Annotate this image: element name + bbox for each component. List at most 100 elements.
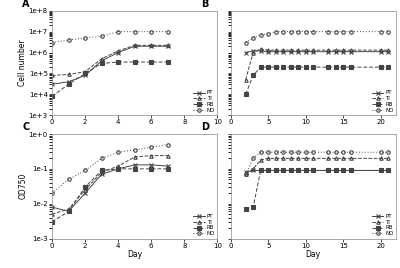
TI (378, 49, 383, 52)
RB (311, 169, 316, 172)
PT (251, 49, 256, 53)
NO (132, 148, 137, 151)
TI (266, 49, 271, 52)
RB (288, 169, 293, 172)
TI (266, 157, 271, 160)
PT (66, 80, 71, 83)
PT (326, 50, 331, 53)
TI (50, 74, 54, 77)
NO (83, 169, 88, 172)
RB (132, 61, 137, 64)
RB (288, 65, 293, 69)
RB (83, 72, 88, 75)
PT (341, 169, 346, 172)
TI (116, 49, 120, 53)
PT (132, 44, 137, 48)
TI (303, 49, 308, 52)
NO (165, 30, 170, 33)
NO (243, 173, 248, 176)
NO (303, 30, 308, 33)
Line: TI: TI (50, 44, 170, 77)
RB (281, 65, 286, 69)
PT (99, 59, 104, 62)
TI (99, 171, 104, 174)
NO (334, 30, 338, 33)
Legend: PT, TI, RB, NO: PT, TI, RB, NO (193, 213, 216, 237)
RB (66, 83, 71, 86)
X-axis label: Day: Day (127, 250, 142, 259)
Legend: PT, TI, RB, NO: PT, TI, RB, NO (372, 90, 394, 114)
TI (165, 44, 170, 47)
NO (66, 38, 71, 42)
Text: D: D (201, 122, 209, 132)
TI (296, 49, 301, 52)
TI (83, 70, 88, 73)
PT (50, 83, 54, 86)
RB (258, 65, 263, 69)
NO (266, 32, 271, 35)
RB (251, 206, 256, 209)
RB (273, 65, 278, 69)
PT (341, 50, 346, 53)
RB (116, 61, 120, 64)
PT (348, 169, 353, 172)
TI (132, 155, 137, 159)
NO (378, 30, 383, 33)
Line: NO: NO (244, 151, 390, 176)
PT (386, 169, 391, 172)
PT (165, 44, 170, 48)
TI (243, 173, 248, 176)
TI (165, 154, 170, 157)
RB (132, 167, 137, 170)
NO (50, 192, 54, 195)
Line: RB: RB (244, 65, 390, 96)
Line: TI: TI (244, 47, 390, 81)
RB (303, 65, 308, 69)
TI (334, 49, 338, 52)
TI (386, 49, 391, 52)
TI (258, 47, 263, 50)
NO (281, 151, 286, 154)
RB (273, 169, 278, 172)
TI (83, 188, 88, 191)
PT (386, 50, 391, 53)
RB (348, 169, 353, 172)
TI (99, 57, 104, 60)
NO (66, 178, 71, 181)
PT (378, 50, 383, 53)
NO (326, 151, 331, 154)
RB (66, 210, 71, 213)
NO (258, 151, 263, 154)
NO (296, 151, 301, 154)
NO (251, 36, 256, 39)
RB (281, 169, 286, 172)
NO (311, 30, 316, 33)
PT (251, 169, 256, 172)
Line: PT: PT (50, 163, 170, 213)
TI (116, 165, 120, 168)
PT (281, 169, 286, 172)
NO (303, 151, 308, 154)
Line: TI: TI (244, 157, 390, 176)
NO (341, 151, 346, 154)
RB (341, 169, 346, 172)
PT (334, 169, 338, 172)
PT (273, 50, 278, 53)
PT (296, 50, 301, 53)
PT (288, 50, 293, 53)
Line: RB: RB (244, 169, 390, 211)
PT (378, 169, 383, 172)
RB (50, 220, 54, 224)
RB (303, 169, 308, 172)
PT (288, 169, 293, 172)
RB (149, 61, 154, 64)
PT (243, 171, 248, 174)
RB (326, 65, 331, 69)
TI (66, 207, 71, 211)
PT (83, 74, 88, 77)
NO (99, 35, 104, 38)
NO (132, 30, 137, 33)
NO (378, 151, 383, 154)
PT (334, 50, 338, 53)
TI (288, 49, 293, 52)
